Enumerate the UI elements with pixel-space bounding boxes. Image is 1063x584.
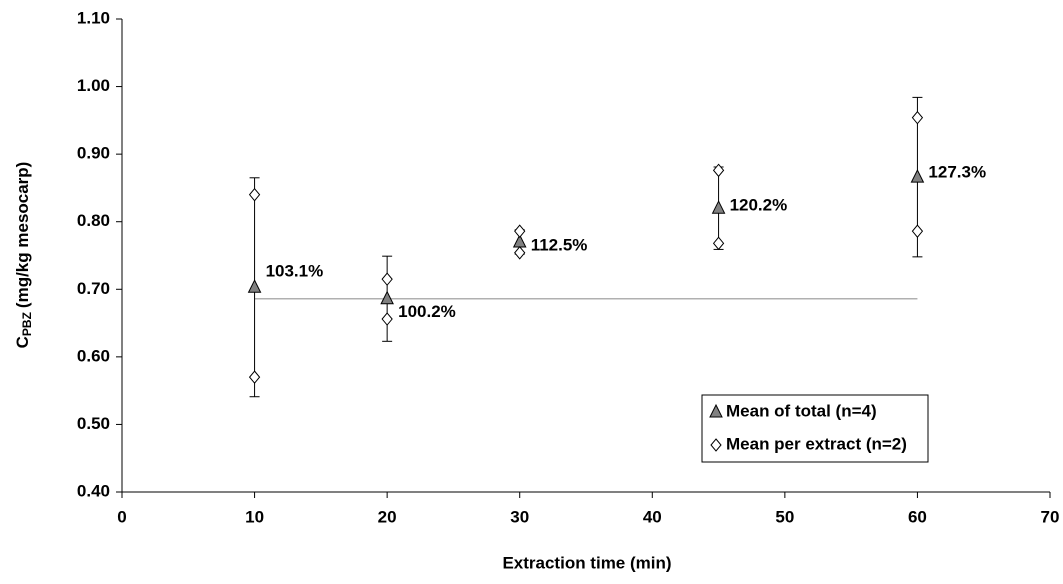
x-axis-title: Extraction time (min)	[502, 553, 671, 572]
x-tick-label: 40	[643, 507, 662, 526]
data-annotation: 120.2%	[730, 196, 788, 215]
y-tick-label: 0.80	[77, 211, 110, 230]
data-annotation: 100.2%	[398, 302, 456, 321]
legend-label: Mean per extract (n=2)	[726, 434, 907, 453]
diamond-point	[382, 313, 392, 325]
triangle-point	[381, 292, 393, 304]
y-tick-label: 0.90	[77, 144, 110, 163]
data-annotation: 103.1%	[266, 262, 324, 281]
y-tick-label: 0.70	[77, 279, 110, 298]
x-tick-label: 10	[245, 507, 264, 526]
y-title-main: C	[13, 336, 32, 348]
diamond-point	[250, 189, 260, 201]
triangle-point	[911, 170, 923, 182]
y-tick-label: 0.60	[77, 346, 110, 365]
y-tick-label: 1.00	[77, 76, 110, 95]
triangle-point	[713, 201, 725, 213]
y-tick-label: 0.40	[77, 481, 110, 500]
diamond-point	[382, 273, 392, 285]
x-tick-label: 30	[510, 507, 529, 526]
legend-label: Mean of total (n=4)	[726, 401, 877, 420]
diamond-point	[515, 247, 525, 259]
triangle-point	[249, 280, 261, 292]
x-tick-label: 50	[775, 507, 794, 526]
x-tick-label: 0	[117, 507, 126, 526]
x-tick-label: 70	[1041, 507, 1060, 526]
y-axis-title: CPBZ (mg/kg mesocarp)	[13, 162, 34, 349]
y-title-rest: (mg/kg mesocarp)	[13, 162, 32, 308]
y-tick-label: 1.10	[77, 8, 110, 27]
data-annotation: 112.5%	[531, 235, 588, 254]
data-annotation: 127.3%	[928, 163, 986, 182]
y-title-sub: PBZ	[20, 312, 34, 336]
x-tick-label: 60	[908, 507, 927, 526]
diamond-point	[912, 112, 922, 124]
diamond-point	[912, 225, 922, 237]
x-tick-label: 20	[378, 507, 397, 526]
diamond-point	[714, 237, 724, 249]
diamond-point	[515, 225, 525, 237]
diamond-point	[250, 371, 260, 383]
chart: Extraction time (min) CPBZ (mg/kg mesocar…	[0, 0, 1063, 579]
diamond-point	[714, 164, 724, 176]
y-tick-label: 0.50	[77, 414, 110, 433]
